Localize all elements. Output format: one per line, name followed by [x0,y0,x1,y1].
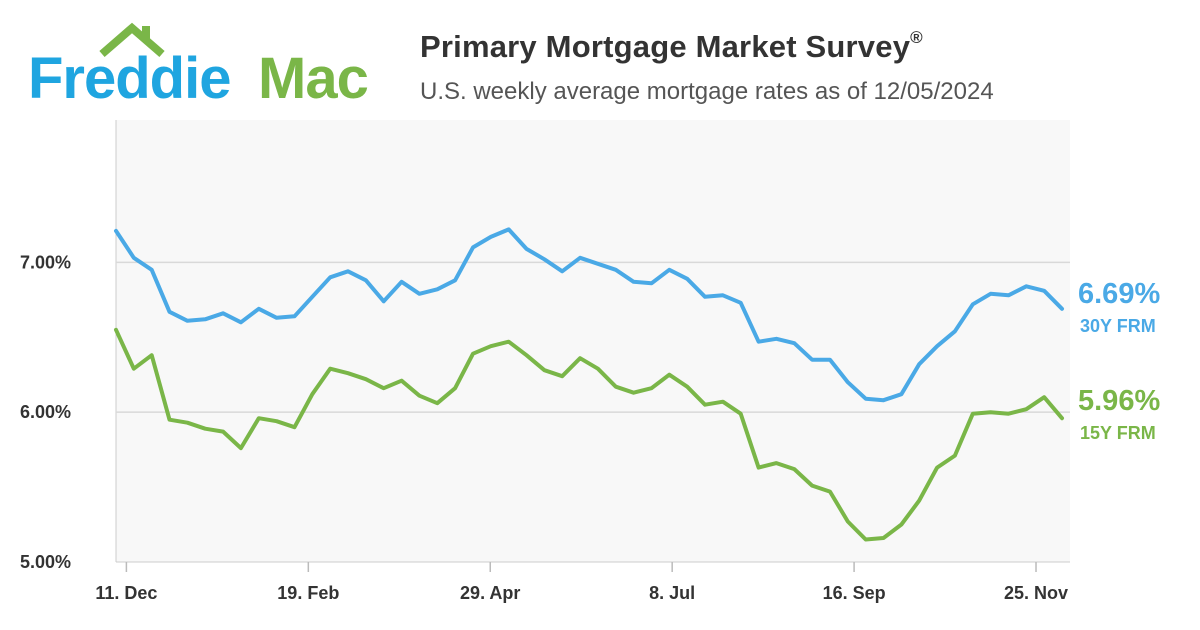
plot-background [116,120,1070,562]
series-name-label: 30Y FRM [1080,316,1156,336]
end-value-label: 5.96% [1078,385,1160,417]
series-line-30y [114,227,1064,403]
series-name-label: 15Y FRM [1080,423,1156,443]
x-tick-label: 25. Nov [1004,583,1068,603]
freddie-mac-logo: Freddie Mac [28,18,388,111]
x-tick-label: 19. Feb [277,583,339,603]
x-tick-label: 11. Dec [95,583,157,603]
end-value-label: 6.69% [1078,278,1160,310]
chart-subtitle: U.S. weekly average mortgage rates as of… [420,78,994,105]
series-lines [114,227,1064,542]
chart-title-text: Primary Mortgage Market Survey [420,29,911,64]
chimney-icon [142,26,150,42]
x-tick-label: 16. Sep [823,583,886,603]
y-tick-label: 5.00% [20,552,71,572]
chart-title: Primary Mortgage Market Survey® [420,28,923,65]
registered-mark: ® [910,28,923,47]
series-line-15y [114,327,1064,542]
y-tick-label: 6.00% [20,402,71,422]
y-axis-ticks: 5.00% 6.00% 7.00% [20,252,71,572]
end-labels: 6.69% 30Y FRM 5.96% 15Y FRM [1078,278,1160,443]
logo-graphic: Freddie Mac [28,22,369,111]
y-tick-label: 7.00% [20,252,71,272]
logo-word-freddie: Freddie [28,46,231,108]
x-axis-ticks: 11. Dec 19. Feb 29. Apr 8. Jul 16. Sep 25. No… [95,562,1068,603]
house-roof-icon [99,22,165,58]
logo-word-mac: Mac [258,46,368,108]
x-tick-label: 8. Jul [649,583,695,603]
x-tick-label: 29. Apr [460,583,520,603]
